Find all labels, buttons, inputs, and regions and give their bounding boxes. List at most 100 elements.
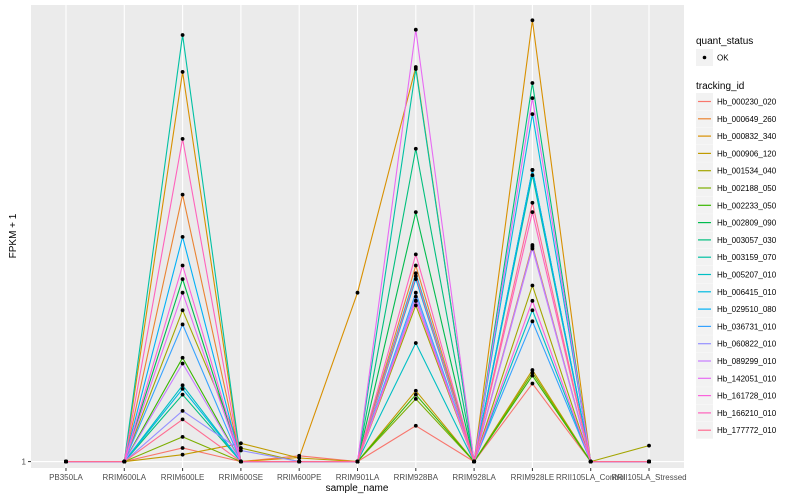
- legend-label: Hb_000649_260: [717, 115, 777, 124]
- legend-label: Hb_166210_010: [717, 409, 777, 418]
- data-point-Hb_000649_260-RRIM600LE: [180, 192, 185, 197]
- data-point-Hb_177772_010-RRIM901LA: [355, 459, 360, 464]
- data-point-Hb_161728_010-RRIM928LE: [530, 298, 535, 303]
- data-point-Hb_036731_010-RRIM928LE: [530, 319, 535, 324]
- data-point-Hb_089299_010-RRIM600LE: [180, 361, 185, 366]
- legend-label: Hb_003057_030: [717, 236, 777, 245]
- legend-label: Hb_000832_340: [717, 132, 777, 141]
- x-tick-label: RRIM928LE: [511, 473, 555, 482]
- data-point-Hb_005207_010-RRIM600LE: [180, 383, 185, 388]
- data-point-Hb_177772_010-RRIM928LA: [472, 459, 477, 464]
- data-point-Hb_005207_010-RRIM928BA: [413, 341, 418, 345]
- legend-label: Hb_000230_020: [717, 98, 777, 107]
- data-point-Hb_002233_050-RRIM600LE: [180, 355, 185, 360]
- data-point-Hb_177772_010-RRII105LA_Control: [588, 459, 593, 464]
- data-point-Hb_142051_010-RRIM928LE: [530, 96, 535, 101]
- x-tick-label: RRII105LA_Stressed: [611, 473, 686, 482]
- legend-label: Hb_142051_010: [717, 374, 777, 383]
- data-point-Hb_000832_340-RRIM600LE: [180, 70, 185, 74]
- x-tick-label: RRIM600LE: [161, 473, 205, 482]
- point-legend-label: OK: [717, 54, 729, 63]
- data-point-Hb_177772_010-RRIM928BA: [413, 274, 418, 279]
- data-point-Hb_029510_080-RRIM928BA: [413, 277, 418, 282]
- data-point-Hb_177772_010-RRIM928LE: [530, 200, 535, 205]
- y-axis-title: FPKM + 1: [8, 213, 19, 258]
- data-point-Hb_029510_080-RRIM928LE: [530, 168, 535, 172]
- data-point-Hb_002188_050-RRIM600LE: [180, 434, 185, 439]
- data-point-Hb_000832_340-RRIM928LE: [530, 18, 535, 23]
- x-axis: PB350LA RRIM600LA RRIM600LE RRIM600SE RRIM60…: [49, 468, 687, 482]
- data-point-Hb_003159_070-RRIM600LE: [180, 33, 185, 37]
- x-tick-label: RRIM600SE: [219, 473, 263, 482]
- data-point-Hb_002233_050-RRIM928LE: [530, 373, 535, 378]
- legend-label: Hb_002809_090: [717, 219, 777, 228]
- data-point-Hb_000906_120-RRIM600PE: [297, 456, 302, 460]
- data-point-Hb_002809_090-RRIM928BA: [413, 210, 418, 215]
- data-point-Hb_000230_020-RRIM600LE: [180, 446, 185, 450]
- data-point-Hb_177772_010-RRIM600LA: [122, 459, 127, 464]
- data-point-Hb_000832_340-RRIM901LA: [355, 290, 360, 295]
- x-axis-title: sample_name: [326, 483, 389, 494]
- data-point-Hb_003057_030-RRIM600LE: [180, 392, 185, 397]
- data-point-Hb_142051_010-RRIM928BA: [413, 27, 418, 32]
- data-point-Hb_060822_010-RRIM928BA: [413, 294, 418, 299]
- legend-label: Hb_161728_010: [717, 392, 777, 401]
- data-point-Hb_006415_010-RRIM928BA: [413, 271, 418, 276]
- data-point-Hb_177772_010-RRIM600LE: [180, 417, 185, 422]
- data-point-Hb_003057_030-RRIM928BA: [413, 146, 418, 151]
- data-point-Hb_177772_010-RRII105LA_Stressed: [647, 459, 651, 464]
- legend-label: Hb_060822_010: [717, 340, 777, 349]
- x-tick-label: RRIM600PE: [277, 473, 321, 482]
- point-legend-circle-icon: [702, 55, 707, 60]
- data-point-Hb_000906_120-RRIM928BA: [413, 388, 418, 393]
- data-point-Hb_161728_010-RRIM600LE: [180, 263, 185, 268]
- legend-label: Hb_002188_050: [717, 184, 777, 193]
- x-tick-label: PB350LA: [49, 473, 83, 482]
- data-point-Hb_177772_010-RRIM600SE: [238, 459, 243, 464]
- y-tick-label: 1: [22, 458, 27, 467]
- y-axis: 1: [22, 458, 31, 467]
- data-point-Hb_002233_050-RRIM928BA: [413, 392, 418, 397]
- data-point-Hb_177772_010-PB350LA: [64, 459, 68, 464]
- data-point-Hb_000906_120-RRIM600SE: [238, 441, 243, 446]
- data-point-Hb_002809_090-RRIM600LE: [180, 277, 185, 282]
- x-tick-label: RRIM901LA: [336, 473, 380, 482]
- data-point-Hb_002188_050-RRIM928BA: [413, 396, 418, 401]
- data-point-Hb_000649_260-RRIM928BA: [413, 263, 418, 268]
- legend-label: Hb_177772_010: [717, 426, 777, 435]
- data-point-Hb_003057_030-RRIM928LE: [530, 81, 535, 85]
- legend-label: Hb_003159_070: [717, 253, 777, 262]
- data-point-Hb_001534_040-RRIM600LE: [180, 308, 185, 313]
- data-point-Hb_006415_010-RRIM600LE: [180, 386, 185, 391]
- data-point-Hb_001534_040-RRIM928BA: [413, 303, 418, 308]
- data-point-Hb_029510_080-RRIM600LE: [180, 234, 185, 239]
- data-point-Hb_161728_010-RRIM928BA: [413, 298, 418, 303]
- data-point-Hb_003159_070-RRIM928BA: [413, 67, 418, 71]
- data-point-Hb_036731_010-RRIM928BA: [413, 290, 418, 295]
- data-points: [64, 18, 651, 464]
- data-point-Hb_003159_070-RRIM928LE: [530, 173, 535, 178]
- data-point-Hb_005207_010-RRIM928LE: [530, 308, 535, 313]
- data-point-Hb_142051_010-RRIM600LE: [180, 290, 185, 295]
- data-point-Hb_006415_010-RRIM928LE: [530, 112, 535, 117]
- data-point-Hb_000906_120-RRIM600LE: [180, 452, 185, 457]
- data-point-Hb_036731_010-RRIM600LE: [180, 322, 185, 327]
- line-legend-items: Hb_000230_020 Hb_000649_260 Hb_000832_340 H…: [696, 93, 777, 439]
- data-point-Hb_089299_010-RRIM928LE: [530, 246, 535, 251]
- legend-label: Hb_089299_010: [717, 357, 777, 366]
- data-point-Hb_177772_010-RRIM600PE: [297, 459, 302, 464]
- data-point-Hb_166210_010-RRIM928LE: [530, 210, 535, 215]
- data-point-Hb_000230_020-RRIM928BA: [413, 423, 418, 428]
- line-legend-title: tracking_id: [696, 81, 744, 92]
- data-point-Hb_060822_010-RRIM600SE: [238, 448, 243, 453]
- x-tick-label: RRIM928BA: [394, 473, 439, 482]
- data-point-Hb_001534_040-RRII105LA_Stressed: [647, 443, 651, 448]
- x-tick-label: RRII105LA_Control: [556, 473, 626, 482]
- x-tick-label: RRIM600LA: [102, 473, 146, 482]
- data-point-Hb_002188_050-RRIM928LE: [530, 370, 535, 375]
- legend-label: Hb_029510_080: [717, 305, 777, 314]
- legend-label: Hb_036731_010: [717, 322, 777, 331]
- x-tick-label: RRIM928LA: [452, 473, 496, 482]
- point-legend-title: quant_status: [696, 36, 753, 47]
